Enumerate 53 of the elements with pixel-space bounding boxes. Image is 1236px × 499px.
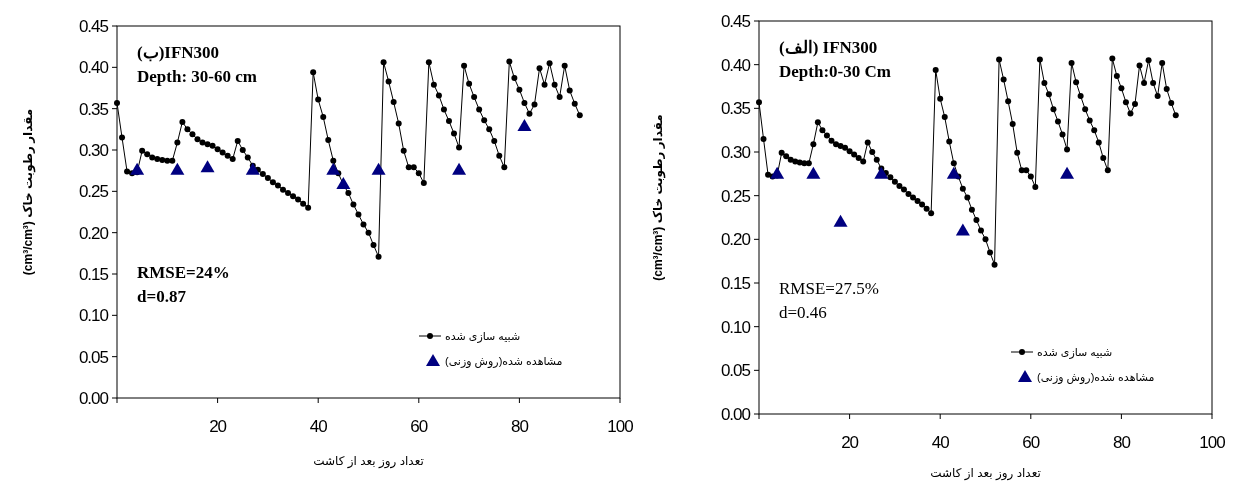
y-tick-label: 0.30 — [720, 143, 751, 162]
x-tick-label: 60 — [1022, 433, 1040, 452]
annotation: Depth:0-30 Cm — [779, 62, 891, 81]
y-tick-label: 0.05 — [720, 361, 751, 381]
y-tick-label: 0.45 — [78, 17, 109, 36]
x-tick-label: 80 — [1112, 433, 1131, 452]
y-axis-title: مقدار رطوبت خاک (cm³/cm³) — [21, 108, 36, 276]
annotation: d=0.87 — [137, 287, 187, 306]
point — [833, 214, 848, 227]
annotation: Depth: 30-60 cm — [137, 67, 257, 86]
y-tick-label: 0.00 — [78, 389, 109, 408]
point — [874, 166, 889, 179]
annotation: d=0.46 — [779, 303, 827, 322]
x-tick-label: 40 — [309, 417, 328, 436]
x-tick-label: 100 — [1199, 433, 1226, 452]
point — [770, 166, 785, 179]
annotation: RMSE=27.5% — [779, 279, 879, 298]
legend-label: شبیه سازی شده — [1037, 346, 1113, 359]
x-tick-label: 60 — [410, 417, 428, 436]
annotation: (ب)IFN300 — [137, 43, 220, 62]
y-tick-label: 0.40 — [720, 55, 751, 75]
legend-label: مشاهده شده(روش وزنی) — [445, 355, 563, 368]
y-tick-label: 0.10 — [720, 317, 751, 337]
y-tick-label: 0.30 — [78, 141, 109, 160]
point — [806, 166, 821, 179]
y-axis-title: مقدار رطوبت خاک (cm³/cm³) — [651, 114, 666, 281]
y-tick-label: 0.25 — [720, 186, 751, 206]
y-tick-label: 0.00 — [720, 405, 751, 424]
point — [955, 223, 970, 236]
x-tick-label: 20 — [209, 417, 227, 436]
x-tick-label: 100 — [607, 417, 634, 436]
y-tick-label: 0.15 — [720, 274, 751, 293]
y-tick-label: 0.15 — [78, 265, 109, 284]
annotation: RMSE=24% — [137, 263, 230, 282]
x-axis-title: تعداد روز بعد از کاشت — [313, 454, 424, 469]
y-tick-label: 0.40 — [78, 58, 109, 78]
annotation: (الف) IFN300 — [779, 38, 878, 57]
y-tick-label: 0.20 — [78, 223, 109, 243]
point — [1060, 166, 1075, 179]
legend-label: شبیه سازی شده — [445, 330, 521, 343]
y-tick-label: 0.25 — [78, 182, 109, 202]
x-axis-title: تعداد روز بعد از کاشت — [930, 466, 1041, 481]
y-tick-label: 0.45 — [720, 12, 751, 31]
y-tick-label: 0.35 — [78, 99, 109, 119]
x-tick-label: 40 — [931, 433, 950, 452]
point — [946, 166, 961, 179]
y-tick-label: 0.05 — [78, 347, 109, 367]
y-tick-label: 0.20 — [720, 230, 751, 250]
x-tick-label: 20 — [841, 433, 859, 452]
legend-label: مشاهده شده(روش وزنی) — [1037, 371, 1155, 384]
y-tick-label: 0.10 — [78, 306, 109, 326]
x-tick-label: 80 — [510, 417, 529, 436]
y-tick-label: 0.35 — [720, 99, 751, 119]
